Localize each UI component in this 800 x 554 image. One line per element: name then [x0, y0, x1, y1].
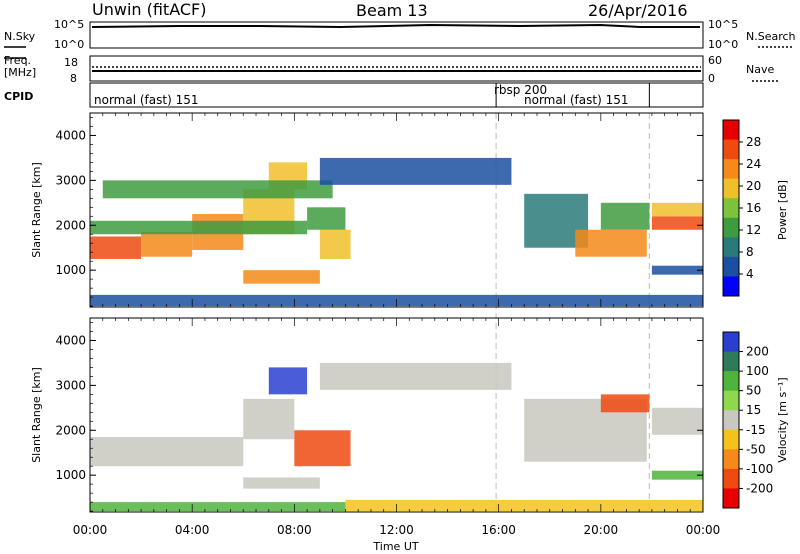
- freq-left-tick-bottom: 8: [70, 72, 77, 85]
- power-region-8: [319, 229, 351, 259]
- power-region-7: [243, 270, 320, 284]
- noise-right-tick-top: 10^5: [708, 18, 738, 31]
- vel-region-4: [243, 477, 320, 489]
- power-region-0: [90, 236, 142, 259]
- power-region-9: [307, 207, 346, 230]
- vel-region-3: [294, 430, 351, 467]
- vel-cbar-tick-1: 100: [746, 364, 769, 378]
- power-region-14: [651, 216, 703, 230]
- power-ytick-0: 1000: [55, 263, 86, 277]
- power-cbar-tick-1: 24: [746, 157, 761, 171]
- power-colorbar-label: Power [dB]: [776, 180, 789, 240]
- time-tick-4: 16:00: [481, 523, 516, 537]
- time-axis: 00:00 04:00 08:00 12:00 16:00 20:00 00:00: [73, 523, 721, 537]
- power-cbar-tick-3: 16: [746, 201, 761, 215]
- cpid-segment-1: normal (fast) 151: [94, 93, 198, 107]
- vel-region-0: [90, 437, 244, 467]
- time-axis-title: Time UT: [372, 540, 418, 553]
- time-tick-3: 12:00: [379, 523, 414, 537]
- power-ytick-3: 4000: [55, 128, 86, 142]
- noise-left-tick-bottom: 10^0: [54, 38, 84, 51]
- freq-left-tick-top: 18: [64, 56, 78, 69]
- noise-left-tick-top: 10^5: [54, 18, 84, 31]
- velocity-ylabel: Slant Range [km]: [30, 367, 43, 463]
- power-data: [90, 157, 703, 307]
- power-region-1: [141, 232, 193, 257]
- vel-ytick-0: 1000: [55, 468, 86, 482]
- vel-region-10: [90, 502, 346, 512]
- time-tick-5: 20:00: [584, 523, 619, 537]
- noise-search-label: N.Search: [746, 30, 796, 43]
- frequency-panel: Freq. [MHz] 18 8 60 0 Nave: [4, 54, 780, 85]
- velocity-data: [90, 362, 703, 512]
- vel-cbar-tick-7: -200: [746, 481, 773, 495]
- power-ytick-2: 3000: [55, 173, 86, 187]
- station-title: Unwin (fitACF): [92, 0, 206, 19]
- power-ytick-1: 2000: [55, 218, 86, 232]
- freq-unit-label: [MHz]: [4, 66, 36, 79]
- vel-cbar-tick-3: 15: [746, 403, 761, 417]
- noise-panel: N.Sky 10^5 10^0 10^5 10^0 N.Search: [4, 18, 796, 51]
- vel-cbar-tick-6: -100: [746, 462, 773, 476]
- power-cbar-tick-5: 8: [746, 245, 754, 259]
- power-region-5: [90, 220, 308, 235]
- power-region-6: [102, 180, 333, 199]
- power-cbar-tick-4: 12: [746, 223, 761, 237]
- power-cbar-tick-2: 20: [746, 179, 761, 193]
- cpid-segment-2: rbsp 200: [494, 83, 547, 97]
- power-region-13: [600, 202, 650, 230]
- power-region-12: [575, 229, 647, 257]
- date-title: 26/Apr/2016: [588, 1, 688, 20]
- vel-region-8: [651, 407, 703, 435]
- vel-region-2: [268, 367, 308, 395]
- noise-sky-label: N.Sky: [4, 30, 36, 43]
- power-colorbar: 28 24 20 16 12 8 4: [722, 119, 761, 297]
- power-panel: 1000 2000 3000 4000 Slant Range [km] 28 24 20…: [30, 112, 789, 308]
- velocity-panel: 1000 2000 3000 4000 Slant Range [km] 200 100…: [30, 317, 789, 513]
- time-tick-6: 00:00: [686, 523, 721, 537]
- time-tick-2: 08:00: [277, 523, 312, 537]
- cpid-label: CPID: [4, 90, 33, 103]
- power-region-10: [319, 157, 512, 185]
- nave-label: Nave: [746, 63, 774, 76]
- vel-region-7: [600, 394, 650, 413]
- power-cbar-tick-0: 28: [746, 135, 761, 149]
- noise-right-tick-bottom: 10^0: [708, 38, 738, 51]
- freq-right-tick-top: 60: [708, 54, 722, 67]
- power-region-15: [651, 202, 703, 217]
- power-ylabel: Slant Range [km]: [30, 162, 43, 258]
- vel-ytick-3: 4000: [55, 333, 86, 347]
- vel-cbar-tick-4: -15: [746, 423, 766, 437]
- cpid-segment-3: normal (fast) 151: [524, 93, 628, 107]
- time-tick-1: 04:00: [175, 523, 210, 537]
- noise-sky-line: [91, 23, 700, 29]
- time-tick-0: 00:00: [73, 523, 108, 537]
- power-region-16: [651, 265, 703, 275]
- vel-region-1: [243, 398, 295, 440]
- freq-right-tick-bottom: 0: [708, 72, 715, 85]
- velocity-colorbar-label: Velocity [m s⁻¹]: [776, 377, 789, 462]
- beam-title: Beam 13: [356, 1, 428, 20]
- power-cbar-tick-6: 4: [746, 267, 754, 281]
- vel-region-5: [319, 362, 512, 390]
- vel-ytick-2: 3000: [55, 378, 86, 392]
- velocity-colorbar: 200 100 50 15 -15 -50 -100 -200: [722, 331, 773, 509]
- vel-cbar-tick-0: 200: [746, 345, 769, 359]
- vel-cbar-tick-5: -50: [746, 442, 766, 456]
- vel-cbar-tick-2: 50: [746, 384, 761, 398]
- vel-region-11: [345, 499, 703, 512]
- vel-ytick-1: 2000: [55, 423, 86, 437]
- cpid-panel: CPID normal (fast) 151 rbsp 200 normal (…: [4, 82, 704, 512]
- vel-region-9: [651, 470, 703, 480]
